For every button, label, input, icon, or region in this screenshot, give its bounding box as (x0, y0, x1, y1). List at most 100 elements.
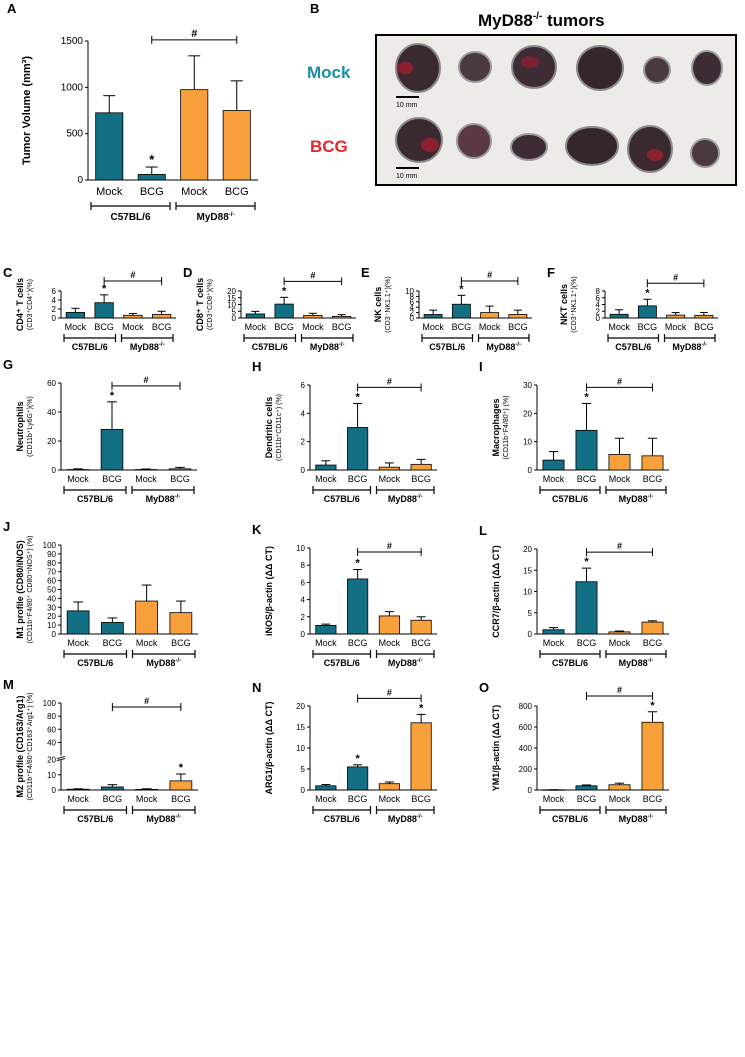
category-label: Mock (302, 322, 324, 332)
bar-I-1 (575, 429, 598, 471)
category-label: BCG (411, 474, 431, 484)
y-tick-label: 0 (52, 630, 57, 639)
category-label: Mock (181, 186, 208, 198)
significance-star: * (419, 702, 424, 714)
significance-star: * (645, 287, 650, 299)
category-label: Mock (379, 794, 401, 804)
y-tick-label: 10 (47, 621, 56, 630)
axis-break (56, 756, 66, 760)
y-axis-label: CD8⁺ T cells (195, 278, 205, 331)
bar-J-2 (135, 600, 158, 635)
hash-mark: # (143, 375, 148, 385)
panel-letter-F: F (547, 265, 555, 280)
category-label: Mock (422, 322, 444, 332)
y-tick-label: 60 (47, 379, 56, 388)
panel-letter-E: E (361, 265, 370, 280)
scale-bar-label: 10 mm (396, 102, 418, 109)
category-label: BCG (643, 794, 663, 804)
category-label: BCG (102, 474, 122, 484)
chart-panel-A: 0 500 1000 1500 Tumor Volume (mm³) Mock * BCG Mo… (21, 28, 258, 223)
y-axis-label: Macrophages (491, 398, 501, 456)
y-tick-label: 2 (52, 305, 57, 314)
y-tick-label: 20 (47, 612, 56, 621)
significance-star: * (459, 283, 464, 295)
category-label: BCG (103, 638, 123, 648)
y-tick-label: 60 (47, 725, 56, 734)
panel-letter-H: H (252, 359, 261, 374)
chart-panel-K: K 0 2 4 6 8 10 iNOS/β-actin (ΔΔ CT) Mock * BCG Mock… (252, 522, 437, 668)
y-tick-label: 5 (232, 307, 237, 316)
category-label: Mock (67, 794, 89, 804)
bar-I-3 (641, 455, 664, 471)
y-tick-label: 500 (66, 129, 83, 140)
y-tick-label: 8 (410, 292, 415, 301)
group-label-c57: C57BL/6 (552, 494, 588, 504)
bar-E-3 (508, 314, 528, 319)
y-axis-label: NKT cells (559, 284, 569, 325)
category-label: Mock (315, 638, 337, 648)
tumor-image (458, 51, 492, 83)
category-label: BCG (348, 638, 368, 648)
y-tick-label: 30 (523, 381, 532, 390)
panel-letter-N: N (252, 680, 261, 695)
bar-E-1 (451, 303, 471, 319)
bar-M-0 (66, 788, 90, 791)
y-tick-label: 80 (47, 559, 56, 568)
y-tick-label: 6 (52, 287, 57, 296)
panel-letter-I: I (479, 359, 483, 374)
category-label: Mock (543, 638, 565, 648)
y-tick-label: 40 (47, 594, 56, 603)
bar-C-1 (94, 302, 114, 319)
group-label-c57: C57BL/6 (324, 814, 360, 824)
group-label-myd: MyD88-/- (619, 658, 654, 668)
y-axis-sublabel: (CD11b⁺F4/80⁺CD163⁺Arg1⁺) (%) (27, 692, 34, 800)
bar-A-1 (137, 174, 166, 181)
significance-star: * (650, 700, 655, 712)
group-label-myd: MyD88-/- (486, 342, 521, 352)
y-tick-label: 0 (528, 466, 533, 475)
bar-L-3 (641, 621, 664, 635)
panel-letter-A: A (7, 1, 17, 16)
bar-O-1 (575, 785, 598, 791)
y-tick-label: 0 (232, 314, 237, 323)
y-tick-label: 600 (519, 723, 533, 732)
bar-H-2 (378, 466, 400, 471)
category-label: Mock (135, 474, 157, 484)
tumor-row-bcg (395, 117, 720, 173)
hash-mark: # (673, 272, 678, 282)
category-label: BCG (638, 322, 658, 332)
y-tick-label: 10 (296, 544, 305, 553)
y-tick-label: 0 (77, 175, 83, 186)
y-tick-label: 10 (47, 771, 56, 780)
hash-mark: # (387, 376, 392, 386)
category-label: Mock (543, 794, 565, 804)
bar-O-3 (641, 721, 664, 791)
bar-I-2 (608, 454, 631, 471)
y-axis-sublabel: (CD11b⁺F4/80⁺ CD80⁺iNOS⁺) (%) (27, 535, 34, 643)
category-label: BCG (140, 186, 164, 198)
category-label: BCG (274, 322, 294, 332)
group-label-myd: MyD88-/- (146, 814, 181, 824)
category-label: Mock (609, 638, 631, 648)
y-tick-label: 0 (52, 314, 57, 323)
category-label: Mock (379, 474, 401, 484)
category-label: Mock (609, 794, 631, 804)
y-tick-label: 2 (410, 309, 415, 318)
group-label-c57: C57BL/6 (77, 494, 113, 504)
significance-star: * (282, 285, 287, 297)
hash-mark: # (617, 685, 622, 695)
significance-star: * (149, 152, 155, 167)
y-tick-label: 20 (47, 437, 56, 446)
y-tick-label: 10 (296, 744, 305, 753)
y-tick-label: 10 (523, 438, 532, 447)
y-tick-label: 0 (528, 786, 533, 795)
y-tick-label: 8 (596, 287, 601, 296)
bar-D-0 (245, 313, 265, 319)
y-axis-label: Neutrophils (15, 401, 25, 451)
bar-N-2 (378, 783, 400, 791)
category-label: BCG (225, 186, 249, 198)
y-axis-sublabel: (CD3⁺CD8⁺)(%) (207, 279, 214, 330)
category-label: BCG (348, 794, 368, 804)
